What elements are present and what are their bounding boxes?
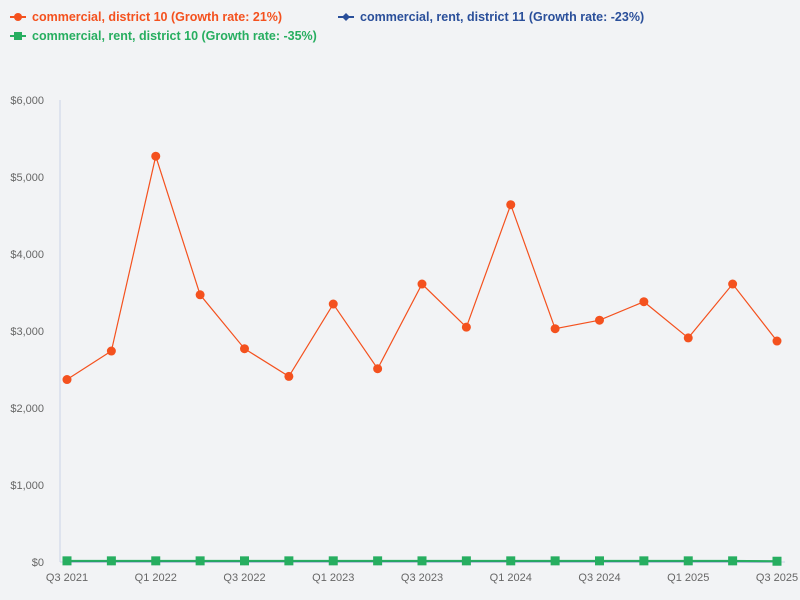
data-point[interactable] — [417, 556, 427, 566]
x-tick-label: Q3 2025 — [756, 572, 798, 584]
data-point[interactable] — [639, 556, 649, 566]
data-point[interactable] — [461, 556, 471, 566]
legend-item-commercial-district-10[interactable]: commercial, district 10 (Growth rate: 21… — [10, 10, 282, 24]
x-tick-label: Q1 2023 — [312, 572, 354, 584]
data-point[interactable] — [284, 556, 294, 566]
data-point[interactable] — [62, 556, 72, 566]
data-point[interactable] — [683, 333, 693, 343]
y-tick-label: $4,000 — [10, 249, 44, 261]
series-layer — [62, 151, 782, 566]
data-point[interactable] — [373, 364, 383, 374]
data-point[interactable] — [772, 336, 782, 346]
y-tick-label: $6,000 — [10, 95, 44, 107]
x-tick-label: Q3 2021 — [46, 572, 88, 584]
data-point[interactable] — [106, 346, 116, 356]
y-tick-label: $0 — [32, 557, 44, 569]
data-point[interactable] — [506, 200, 516, 210]
diamond-marker-icon — [338, 13, 354, 21]
data-point[interactable] — [373, 556, 383, 566]
x-tick-label: Q1 2022 — [135, 572, 177, 584]
chart-legend: commercial, district 10 (Growth rate: 21… — [0, 0, 800, 50]
data-point[interactable] — [284, 371, 294, 381]
data-point[interactable] — [240, 556, 249, 566]
legend-item-commercial-rent-district-10[interactable]: commercial, rent, district 10 (Growth ra… — [10, 29, 317, 43]
data-point[interactable] — [506, 556, 516, 566]
data-point[interactable] — [595, 556, 604, 566]
legend-label: commercial, district 10 (Growth rate: 21… — [32, 10, 283, 24]
square-marker-icon — [10, 32, 26, 40]
data-point[interactable] — [151, 556, 161, 566]
x-tick-label: Q3 2022 — [223, 572, 265, 584]
data-point[interactable] — [550, 324, 560, 334]
series-0 — [62, 151, 782, 385]
data-point[interactable] — [106, 556, 116, 566]
x-tick-label: Q3 2024 — [578, 572, 620, 584]
x-tick-label: Q1 2024 — [490, 572, 532, 584]
data-point[interactable] — [62, 375, 72, 385]
data-point[interactable] — [240, 344, 249, 354]
series-2 — [62, 556, 782, 566]
y-tick-label: $2,000 — [10, 403, 44, 415]
circle-marker-icon — [10, 13, 26, 21]
x-tick-label: Q3 2023 — [401, 572, 443, 584]
legend-item-commercial-rent-district-11[interactable]: commercial, rent, district 11 (Growth ra… — [338, 10, 644, 24]
legend-label: commercial, rent, district 10 (Growth ra… — [32, 29, 317, 43]
data-point[interactable] — [195, 556, 205, 566]
legend-label: commercial, rent, district 11 (Growth ra… — [360, 10, 645, 24]
data-point[interactable] — [328, 299, 338, 309]
x-tick-label: Q1 2025 — [667, 572, 709, 584]
data-point[interactable] — [550, 556, 560, 566]
data-point[interactable] — [728, 279, 738, 289]
data-point[interactable] — [772, 556, 782, 566]
data-point[interactable] — [151, 151, 161, 161]
x-axis: Q3 2021 Q1 2022 Q3 2022 Q1 2023 Q3 2023 Q1 20… — [46, 572, 798, 584]
y-axis: $0 $1,000 $2,000 $3,000 $4,000 $5,000 $6,000 — [10, 95, 785, 569]
y-tick-label: $5,000 — [10, 172, 44, 184]
y-tick-label: $3,000 — [10, 326, 44, 338]
data-point[interactable] — [195, 290, 205, 300]
data-point[interactable] — [728, 556, 738, 566]
data-point[interactable] — [417, 279, 427, 289]
y-tick-label: $1,000 — [10, 480, 44, 492]
data-point[interactable] — [639, 297, 649, 307]
data-point[interactable] — [683, 556, 693, 566]
data-point[interactable] — [595, 315, 604, 325]
data-point[interactable] — [328, 556, 338, 566]
data-point[interactable] — [461, 322, 471, 332]
